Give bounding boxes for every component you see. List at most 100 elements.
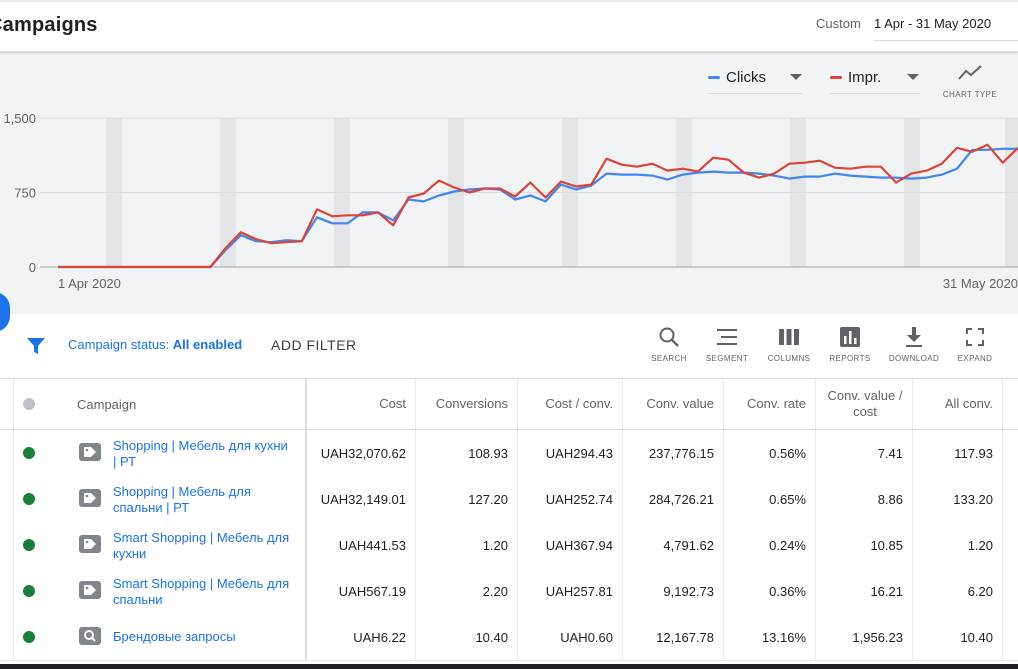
columns-button[interactable]: COLUMNS xyxy=(754,326,824,363)
enabled-status-icon[interactable] xyxy=(23,631,35,643)
row-select-cell[interactable] xyxy=(0,430,14,476)
y-tick-label: 1,500 xyxy=(3,111,36,126)
column-header-cost[interactable]: Cost xyxy=(307,379,416,429)
row-select-cell[interactable] xyxy=(0,522,14,568)
date-range-type: Custom xyxy=(816,16,861,31)
cost-conv-cell: UAH367.94 xyxy=(518,522,623,568)
table-row[interactable]: Smart Shopping | Мебель для спальни UAH56… xyxy=(0,568,1018,615)
metric-impressions-label: Impr. xyxy=(848,69,882,86)
status-column-header[interactable] xyxy=(14,379,48,429)
line-chart: 1,500 750 0 1 Apr 2020 31 May 2020 xyxy=(3,111,1018,291)
campaign-status-value: All enabled xyxy=(172,337,243,352)
date-range-underline xyxy=(874,40,1018,41)
campaign-status-label: Campaign status: xyxy=(68,337,170,352)
table-row[interactable]: Shopping | Мебель для кухни | РТ UAH32,07… xyxy=(0,430,1018,477)
taskbar-edge xyxy=(0,664,1018,669)
shopping-tag-icon xyxy=(79,581,101,599)
conv-rate-cell: 13.16% xyxy=(724,614,816,660)
row-select-cell[interactable] xyxy=(0,568,14,614)
columns-label: COLUMNS xyxy=(767,354,811,363)
series-line-impressions xyxy=(58,143,1018,269)
value-cost-cell: 16.21 xyxy=(816,568,913,614)
metric-selector-impressions[interactable]: Impr. xyxy=(830,69,920,94)
value-cost-cell: 1,956.23 xyxy=(816,614,913,660)
reports-icon xyxy=(840,327,860,347)
metric-clicks-label: Clicks xyxy=(726,69,766,86)
row-select-cell[interactable] xyxy=(0,476,14,522)
create-fab-button[interactable] xyxy=(0,292,10,332)
cost-conv-cell: UAH294.43 xyxy=(518,430,623,476)
chevron-down-icon xyxy=(907,74,919,80)
performance-chart: 1,500 750 0 1 Apr 2020 31 May 2020 Clicks Im… xyxy=(0,52,1018,314)
conversions-cell: 10.40 xyxy=(416,614,518,660)
expand-button[interactable]: EXPAND xyxy=(940,326,1010,363)
cost-cell: UAH32,149.01 xyxy=(307,476,416,522)
campaign-name-link[interactable]: Smart Shopping | Мебель для спальни xyxy=(113,576,290,607)
conv-value-cell: 12,167.78 xyxy=(623,614,724,660)
value-per-cost-header-label: Conv. value / cost xyxy=(827,388,903,419)
row-select-cell[interactable] xyxy=(0,614,14,660)
window-top-border xyxy=(0,0,1018,2)
filter-toolbar: Campaign status: All enabled ADD FILTER … xyxy=(0,314,1018,378)
campaign-name-link[interactable]: Брендовые запросы xyxy=(113,629,236,644)
column-header-all-conv[interactable]: All conv. xyxy=(913,379,1003,429)
conv-rate-cell: 0.36% xyxy=(724,568,816,614)
chart-type-label: CHART TYPE xyxy=(942,90,998,99)
table-row[interactable]: Smart Shopping | Мебель для кухни UAH441.… xyxy=(0,522,1018,569)
enabled-status-icon[interactable] xyxy=(23,539,35,551)
search-button[interactable]: SEARCH xyxy=(634,326,704,363)
select-all-column[interactable] xyxy=(0,379,14,429)
search-campaign-icon xyxy=(79,627,101,645)
line-chart-icon xyxy=(958,65,982,80)
conversions-cell: 108.93 xyxy=(416,430,518,476)
segment-button[interactable]: SEGMENT xyxy=(692,326,762,363)
reports-label: REPORTS xyxy=(829,354,871,363)
table-row[interactable]: Shopping | Мебель для спальни | РТ UAH32,… xyxy=(0,476,1018,523)
enabled-status-icon[interactable] xyxy=(23,447,35,459)
conv-value-cell: 284,726.21 xyxy=(623,476,724,522)
date-range-picker[interactable]: 1 Apr - 31 May 2020 xyxy=(874,16,992,31)
column-header-conv-value[interactable]: Conv. value xyxy=(623,379,724,429)
cost-cell: UAH441.53 xyxy=(307,522,416,568)
x-axis-label: 1 Apr 2020 xyxy=(58,276,121,291)
conversions-cell: 127.20 xyxy=(416,476,518,522)
column-header-cost-per-conv[interactable]: Cost / conv. xyxy=(518,379,623,429)
x-axis-label: 31 May 2020 xyxy=(943,276,1018,291)
search-label: SEARCH xyxy=(651,354,687,363)
all-conv-cell: 10.40 xyxy=(913,614,1003,660)
column-header-value-per-cost[interactable]: Conv. value / cost xyxy=(816,379,913,429)
impressions-legend-swatch xyxy=(830,76,842,79)
enabled-status-icon[interactable] xyxy=(23,493,35,505)
add-filter-button[interactable]: ADD FILTER xyxy=(271,337,357,353)
metric-selector-clicks[interactable]: Clicks xyxy=(708,69,802,94)
download-button[interactable]: DOWNLOAD xyxy=(879,326,949,363)
value-cost-cell: 7.41 xyxy=(816,430,913,476)
column-header-conversions[interactable]: Conversions xyxy=(416,379,518,429)
conversions-cell: 1.20 xyxy=(416,522,518,568)
column-header-conv-rate[interactable]: Conv. rate xyxy=(724,379,816,429)
campaign-cell xyxy=(48,614,307,660)
table-row[interactable]: Брендовые запросы UAH6.22 10.40 UAH0.60 12,1… xyxy=(0,614,1018,661)
expand-icon xyxy=(966,328,984,346)
campaign-cell xyxy=(48,476,307,522)
campaign-name-link[interactable]: Smart Shopping | Мебель для кухни xyxy=(113,530,290,561)
campaign-name-link[interactable]: Shopping | Мебель для кухни | РТ xyxy=(113,438,288,469)
y-tick-label: 0 xyxy=(29,260,36,275)
campaign-status-filter[interactable]: Campaign status: All enabled xyxy=(68,337,242,352)
campaign-name-link[interactable]: Shopping | Мебель для спальни | РТ xyxy=(113,484,251,515)
campaign-cell xyxy=(48,522,307,568)
column-header-campaign[interactable]: Campaign xyxy=(48,379,307,429)
download-label: DOWNLOAD xyxy=(888,354,940,363)
reports-button[interactable]: REPORTS xyxy=(815,326,885,363)
filter-icon[interactable] xyxy=(26,336,46,356)
chevron-down-icon xyxy=(790,74,802,80)
chart-type-button[interactable]: CHART TYPE xyxy=(940,64,1000,99)
enabled-status-icon[interactable] xyxy=(23,585,35,597)
conv-rate-cell: 0.24% xyxy=(724,522,816,568)
conv-value-cell: 237,776.15 xyxy=(623,430,724,476)
cost-conv-cell: UAH0.60 xyxy=(518,614,623,660)
all-conv-cell: 6.20 xyxy=(913,568,1003,614)
conversions-cell: 2.20 xyxy=(416,568,518,614)
search-icon xyxy=(659,327,679,347)
